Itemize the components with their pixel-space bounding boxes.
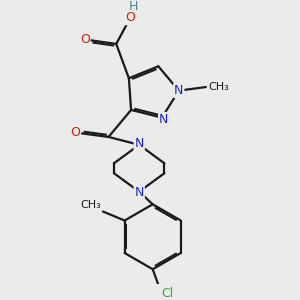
Text: N: N bbox=[159, 113, 168, 126]
Text: CH₃: CH₃ bbox=[81, 200, 102, 210]
Text: O: O bbox=[80, 33, 90, 46]
Text: Cl: Cl bbox=[161, 287, 173, 300]
Text: H: H bbox=[129, 1, 138, 13]
Text: N: N bbox=[174, 84, 184, 97]
Text: O: O bbox=[70, 126, 80, 139]
Text: N: N bbox=[134, 137, 144, 150]
Text: N: N bbox=[134, 186, 144, 199]
Text: O: O bbox=[126, 11, 136, 24]
Text: CH₃: CH₃ bbox=[208, 82, 229, 92]
